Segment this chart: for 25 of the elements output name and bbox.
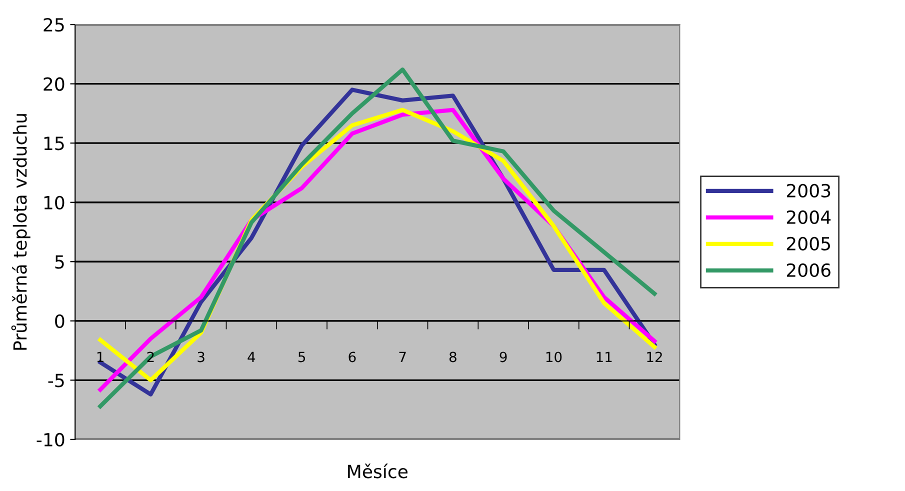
y-tick-label: -5	[48, 374, 64, 388]
y-axis-title: Průměrná teplota vzduchu	[11, 114, 30, 350]
y-tick-label: 10	[44, 196, 64, 210]
x-tick-label: 7	[399, 352, 406, 362]
x-tick-label: 6	[348, 352, 356, 362]
x-tick-label: 10	[546, 352, 562, 362]
y-tick-label: 20	[44, 77, 64, 91]
y-tick-label: 5	[55, 255, 64, 269]
x-tick-label: 9	[500, 352, 507, 362]
x-tick-label: 5	[298, 352, 306, 362]
y-tick-label: 0	[55, 314, 64, 328]
legend-label: 2004	[786, 210, 831, 224]
y-tick-label: -10	[36, 432, 64, 447]
legend-label: 2005	[786, 236, 830, 250]
x-tick-label: 11	[596, 352, 612, 362]
y-tick-label: 15	[44, 136, 64, 150]
x-tick-label: 4	[248, 352, 256, 362]
x-axis-title: Měsíce	[348, 464, 408, 478]
legend-label: 2006	[786, 263, 830, 277]
legend-label: 2003	[786, 184, 830, 198]
x-tick-label: 3	[198, 352, 204, 362]
x-tick-label: 1	[97, 352, 104, 362]
x-tick-label: 12	[647, 352, 662, 362]
x-tick-label: 8	[449, 352, 456, 362]
y-tick-label: 25	[44, 18, 64, 32]
